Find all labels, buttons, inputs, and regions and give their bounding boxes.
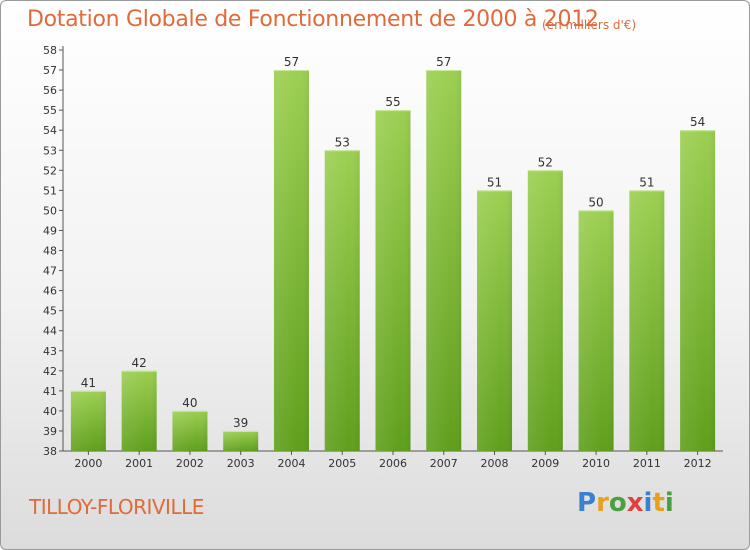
logo-letter: x bbox=[626, 488, 644, 518]
logo-letter: i bbox=[643, 488, 653, 518]
y-tick-label: 38 bbox=[43, 445, 57, 458]
x-tick-label: 2005 bbox=[328, 457, 356, 470]
y-tick-label: 49 bbox=[43, 224, 57, 237]
x-tick-label: 2003 bbox=[227, 457, 255, 470]
bar-shade bbox=[70, 390, 106, 451]
bar-shade bbox=[121, 370, 157, 451]
x-tick-label: 2010 bbox=[582, 457, 610, 470]
bars: 41 42 40 39 57 53 55 57 51 52 50 51 54 bbox=[70, 55, 716, 452]
y-tick-label: 50 bbox=[43, 204, 57, 217]
y-tick-label: 54 bbox=[43, 124, 57, 137]
data-label: 41 bbox=[81, 376, 96, 390]
y-tick-label: 53 bbox=[43, 144, 57, 157]
y-tick-label: 44 bbox=[43, 325, 57, 338]
y-tick-label: 46 bbox=[43, 285, 57, 298]
bar-shade bbox=[324, 150, 360, 451]
x-tick-label: 2006 bbox=[379, 457, 407, 470]
bar-shade bbox=[527, 170, 563, 452]
logo-letter: o bbox=[608, 488, 627, 518]
y-tick-label: 57 bbox=[43, 64, 57, 77]
data-label: 39 bbox=[233, 416, 248, 430]
x-tick-label: 2000 bbox=[74, 457, 102, 470]
commune-name: TILLOY-FLORIVILLE bbox=[29, 495, 204, 519]
chart-title: Dotation Globale de Fonctionnement de 20… bbox=[27, 7, 599, 32]
data-label: 54 bbox=[690, 115, 705, 129]
bar-shade bbox=[680, 130, 716, 451]
logo-letter: r bbox=[596, 488, 609, 518]
y-tick-label: 47 bbox=[43, 265, 57, 278]
x-tick-label: 2008 bbox=[481, 457, 509, 470]
y-tick-label: 42 bbox=[43, 365, 57, 378]
data-label: 52 bbox=[538, 155, 553, 169]
x-tick-label: 2004 bbox=[277, 457, 305, 470]
logo-letter: P bbox=[577, 488, 597, 518]
data-label: 51 bbox=[487, 175, 502, 189]
x-tick-label: 2012 bbox=[684, 457, 712, 470]
bar-shade bbox=[578, 210, 614, 451]
bar-shade bbox=[426, 70, 462, 452]
y-tick-label: 45 bbox=[43, 305, 57, 318]
x-tick-label: 2007 bbox=[430, 457, 458, 470]
y-tick-label: 51 bbox=[43, 184, 57, 197]
bar-shade bbox=[375, 110, 411, 452]
data-label: 40 bbox=[182, 396, 197, 410]
x-tick-label: 2002 bbox=[176, 457, 204, 470]
bar-shade bbox=[477, 190, 513, 451]
bar-shade bbox=[629, 190, 665, 451]
proxiti-logo: Proxiti bbox=[577, 488, 674, 518]
y-tick-label: 39 bbox=[43, 425, 57, 438]
data-label: 50 bbox=[588, 195, 603, 209]
x-tick-label: 2009 bbox=[531, 457, 559, 470]
chart-unit-label: (en milliers d'€) bbox=[542, 18, 637, 32]
bar-shade bbox=[273, 70, 309, 452]
data-label: 55 bbox=[385, 95, 400, 109]
logo-letter: t bbox=[652, 488, 665, 518]
y-tick-label: 43 bbox=[43, 345, 57, 358]
y-tick-label: 40 bbox=[43, 405, 57, 418]
y-tick-label: 48 bbox=[43, 245, 57, 258]
axes: 38 39 40 41 42 43 44 45 46 47 48 49 50 51 52 53 54 55 56 57… bbox=[43, 44, 723, 470]
data-label: 51 bbox=[639, 175, 654, 189]
bar-shade bbox=[172, 410, 208, 451]
bar-shade bbox=[223, 430, 259, 451]
data-label: 57 bbox=[284, 55, 299, 69]
y-tick-label: 55 bbox=[43, 104, 57, 117]
logo-letter: i bbox=[664, 488, 674, 518]
y-tick-label: 58 bbox=[43, 44, 57, 57]
x-tick-label: 2011 bbox=[633, 457, 661, 470]
data-label: 42 bbox=[132, 356, 147, 370]
y-tick-label: 56 bbox=[43, 84, 57, 97]
data-label: 53 bbox=[335, 135, 350, 149]
data-label: 57 bbox=[436, 55, 451, 69]
y-tick-label: 41 bbox=[43, 385, 57, 398]
y-tick-label: 52 bbox=[43, 164, 57, 177]
x-tick-label: 2001 bbox=[125, 457, 153, 470]
